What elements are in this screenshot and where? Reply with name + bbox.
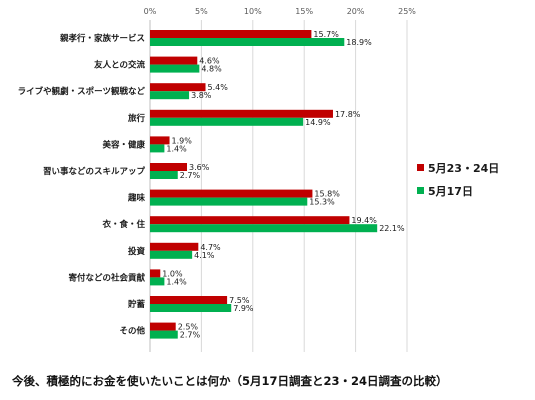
data-label: 2.7% <box>180 331 201 340</box>
bar <box>150 269 161 278</box>
category-label: 親孝行・家族サービス <box>60 33 145 44</box>
category-label: 習い事などのスキルアップ <box>43 166 146 177</box>
legend-label: 5月17日 <box>428 185 473 198</box>
data-label: 4.8% <box>201 65 222 74</box>
bar <box>150 322 176 331</box>
data-label: 17.8% <box>335 110 361 119</box>
data-label: 22.1% <box>379 224 405 233</box>
category-label: 貯蓄 <box>128 299 146 310</box>
bar <box>150 136 170 145</box>
legend-label: 5月23・24日 <box>428 162 499 175</box>
bar <box>150 224 378 233</box>
bar <box>150 30 312 38</box>
bar <box>150 296 228 304</box>
bar <box>150 56 198 65</box>
bar <box>150 64 200 73</box>
bar <box>150 216 350 225</box>
bar <box>150 117 304 126</box>
category-label: 美容・健康 <box>102 139 145 150</box>
data-label: 3.8% <box>191 91 212 100</box>
bar <box>150 144 165 153</box>
bar <box>150 38 345 46</box>
data-labels: 15.7% 18.9% 4.6%4.8% 5.4%3.8% 17.8% 14.9% 1.9%… <box>162 30 405 340</box>
bar <box>150 304 232 312</box>
data-label: 1.4% <box>166 144 187 153</box>
category-label: その他 <box>119 326 145 337</box>
x-axis-ticks: 0% 5% 10% 15% 20% 25% <box>144 7 417 16</box>
data-label: 4.6% <box>199 57 220 66</box>
category-label: 投資 <box>128 246 146 257</box>
bar <box>150 91 190 100</box>
data-label: 5.4% <box>208 83 229 92</box>
bar <box>150 250 193 259</box>
category-label: ライブや観劇・スポーツ観戦など <box>18 86 146 97</box>
x-tick-label: 20% <box>347 7 365 16</box>
bar <box>150 242 199 251</box>
x-tick-label: 0% <box>144 7 157 16</box>
legend-swatch <box>417 164 424 171</box>
data-label: 1.4% <box>166 277 187 286</box>
data-label: 15.7% <box>313 30 339 39</box>
bar <box>150 171 178 179</box>
bar <box>150 109 333 118</box>
chart-title: 今後、積極的にお金を使いたいことは何か（5月17日調査と23・24日調査の比較） <box>11 374 448 388</box>
category-label: 寄付などの社会貢献 <box>68 272 145 283</box>
category-labels: 親孝行・家族サービス友人との交流ライブや観劇・スポーツ観戦など旅行美容・健康習い… <box>18 33 146 337</box>
data-label: 15.3% <box>309 198 335 207</box>
data-label: 2.5% <box>178 323 199 332</box>
bar <box>150 197 308 206</box>
data-label: 18.9% <box>346 38 372 47</box>
data-label: 7.9% <box>233 304 254 313</box>
data-label: 3.6% <box>189 163 210 172</box>
x-tick-label: 15% <box>295 7 313 16</box>
data-label: 14.9% <box>305 118 331 127</box>
data-label: 1.9% <box>172 136 193 145</box>
bar <box>150 163 188 171</box>
category-label: 趣味 <box>127 193 146 204</box>
gridlines <box>149 20 408 352</box>
bars <box>150 30 378 339</box>
category-label: 旅行 <box>127 113 146 124</box>
x-tick-label: 5% <box>195 7 208 16</box>
data-label: 4.1% <box>194 251 215 260</box>
x-tick-label: 10% <box>244 7 262 16</box>
bar <box>150 277 165 286</box>
data-label: 2.7% <box>180 171 201 180</box>
category-label: 友人との交流 <box>93 60 145 71</box>
category-label: 衣・食・住 <box>102 219 145 230</box>
x-tick-label: 25% <box>398 7 416 16</box>
data-label: 19.4% <box>351 216 377 225</box>
data-label: 15.8% <box>314 190 340 199</box>
bar <box>150 189 313 198</box>
data-label: 4.7% <box>200 243 221 252</box>
bar <box>150 330 178 339</box>
legend: 5月23・24日 5月17日 <box>417 162 499 198</box>
legend-swatch <box>417 187 424 194</box>
data-label: 7.5% <box>229 296 250 305</box>
bar <box>150 83 206 92</box>
data-label: 1.0% <box>162 269 183 278</box>
